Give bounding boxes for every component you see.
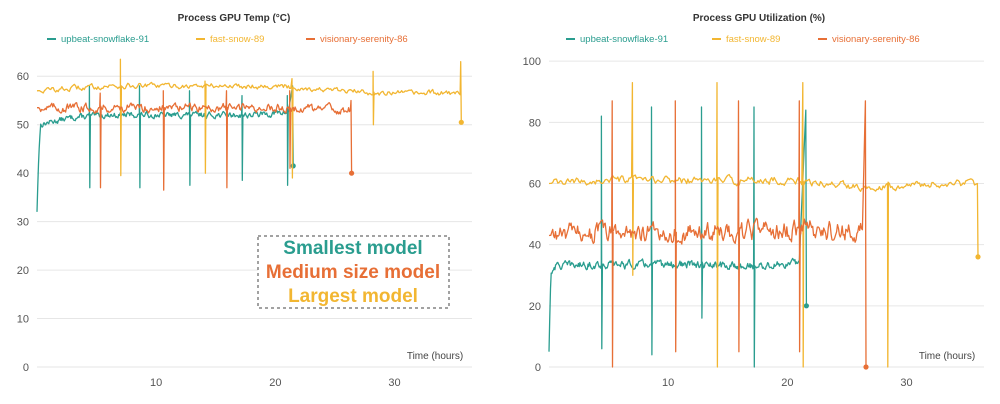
util-chart-title: Process GPU Utilization (%): [693, 13, 825, 24]
util-y-tick-label: 60: [529, 179, 541, 191]
util-series-endpoint-upbeat-snowflake-91[interactable]: [803, 303, 810, 309]
temp-x-axis-label: Time (hours): [407, 351, 463, 362]
annotation-smallest-model: Smallest model: [283, 238, 422, 259]
temp-y-tick-label: 50: [17, 120, 29, 132]
temp-y-tick-label: 10: [17, 314, 29, 326]
util-legend-visionary-serenity-86[interactable]: visionary-serenity-86: [818, 34, 920, 45]
util-series-line-visionary-serenity-86[interactable]: [548, 100, 867, 368]
util-y-tick-label: 100: [523, 56, 541, 68]
temp-series-line-fast-snow-89[interactable]: [36, 58, 462, 179]
model-size-annotation: Smallest model Medium size model Largest…: [257, 235, 450, 309]
temp-legend-visionary-serenity-86[interactable]: visionary-serenity-86: [306, 34, 408, 45]
temp-chart-title: Process GPU Temp (°C): [178, 13, 291, 24]
util-legend-label: fast-snow-89: [726, 34, 780, 45]
util-series-line-upbeat-snowflake-91[interactable]: [548, 106, 808, 368]
util-x-tick-label: 30: [900, 377, 912, 389]
util-x-axis-label: Time (hours): [919, 351, 975, 362]
annotation-medium-model: Medium size model: [266, 262, 440, 283]
util-y-tick-label: 20: [529, 301, 541, 313]
annotation-box: [257, 235, 450, 309]
temp-y-tick-label: 20: [17, 265, 29, 277]
annotation-largest-model: Largest model: [288, 286, 418, 307]
util-legend-upbeat-snowflake-91[interactable]: upbeat-snowflake-91: [566, 34, 668, 45]
temp-series-line-upbeat-snowflake-91[interactable]: [36, 85, 294, 212]
temp-legend-upbeat-snowflake-91[interactable]: upbeat-snowflake-91: [47, 34, 149, 45]
temp-y-tick-label: 60: [17, 71, 29, 83]
temp-y-tick-label: 30: [17, 217, 29, 229]
gpu-utilization-chart: Process GPU Utilization (%) upbeat-snowfl…: [523, 13, 984, 389]
util-x-tick-label: 10: [662, 377, 674, 389]
util-x-tick-label: 20: [781, 377, 793, 389]
util-y-tick-label: 40: [529, 240, 541, 252]
util-legend-fast-snow-89[interactable]: fast-snow-89: [712, 34, 780, 45]
util-y-tick-label: 80: [529, 117, 541, 129]
temp-x-tick-label: 20: [269, 377, 281, 389]
temp-x-tick-label: 10: [150, 377, 162, 389]
util-y-tick-label: 0: [535, 362, 541, 374]
util-series-endpoint-visionary-serenity-86[interactable]: [863, 364, 869, 370]
util-legend-label: visionary-serenity-86: [832, 34, 920, 45]
temp-x-tick-label: 30: [388, 377, 400, 389]
temp-legend-fast-snow-89[interactable]: fast-snow-89: [196, 34, 264, 45]
temp-y-tick-label: 40: [17, 168, 29, 180]
temp-y-tick-label: 0: [23, 362, 29, 374]
util-legend-label: upbeat-snowflake-91: [580, 34, 668, 45]
util-series-line-fast-snow-89[interactable]: [548, 81, 979, 368]
temp-series-endpoint-fast-snow-89[interactable]: [458, 119, 464, 125]
gpu-temp-chart: Process GPU Temp (°C) upbeat-snowflake-91…: [17, 13, 472, 389]
temp-series-endpoint-visionary-serenity-86[interactable]: [349, 170, 355, 176]
util-series-endpoint-fast-snow-89[interactable]: [975, 254, 981, 260]
temp-legend-label: fast-snow-89: [210, 34, 264, 45]
temp-legend-label: upbeat-snowflake-91: [61, 34, 149, 45]
temp-series-endpoint-upbeat-snowflake-91[interactable]: [290, 163, 296, 169]
temp-series-line-visionary-serenity-86[interactable]: [37, 90, 353, 191]
temp-legend-label: visionary-serenity-86: [320, 34, 408, 45]
